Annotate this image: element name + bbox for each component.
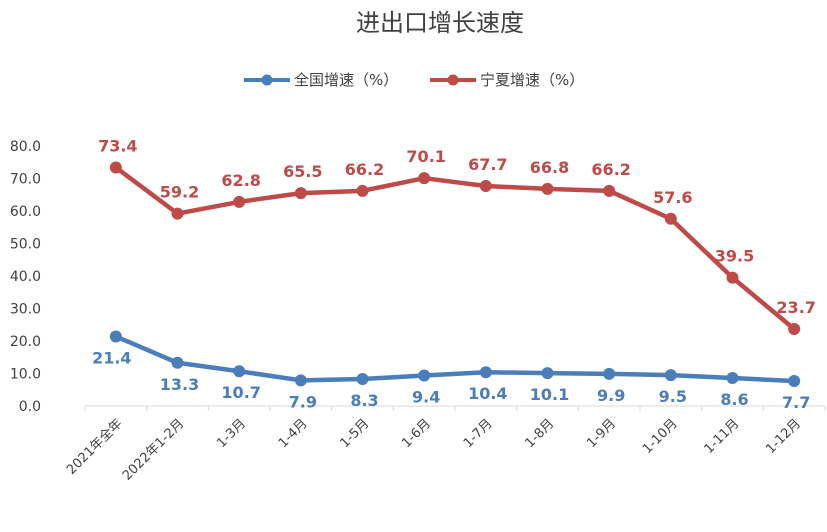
data-point [171,356,184,369]
series-layer [109,161,801,387]
data-label: 65.5 [283,162,322,181]
data-point [356,373,369,386]
y-tick-label: 80.0 [10,139,41,155]
data-point [109,161,122,174]
chart-title: 进出口增长速度 [356,9,524,37]
data-point [603,184,616,197]
data-label: 21.4 [92,348,131,367]
data-label: 10.1 [530,385,569,404]
x-tick-label: 1-9月 [584,416,619,451]
x-tick-label: 1-3月 [214,416,249,451]
data-labels-layer: 21.4 13.3 10.7 7.9 8.3 9.4 10.4 10.1 9.9 9.5 8.6 7.… [92,136,816,412]
data-label: 7.9 [289,392,317,411]
y-tick-label: 0.0 [19,399,41,415]
y-tick-label: 40.0 [10,269,41,285]
data-point [233,195,246,208]
x-tick-label: 1-6月 [399,416,434,451]
data-point [109,330,122,343]
data-point [541,182,554,195]
data-point [603,367,616,380]
y-tick-label: 50.0 [10,237,41,253]
x-tick-label: 2021年全年 [63,416,125,478]
data-label: 9.9 [597,386,625,405]
series-line-1 [113,165,797,332]
data-label: 66.2 [591,160,630,179]
x-tick-label: 1-5月 [338,416,373,451]
data-label: 8.3 [350,391,378,410]
legend-item-ningxia: 宁夏增速（%） [430,71,584,89]
data-label: 62.8 [221,171,260,190]
data-point [788,374,801,387]
data-label: 23.7 [776,298,815,317]
x-tick-label: 1-10月 [640,416,681,457]
data-point [726,271,739,284]
legend-label-national: 全国增速（%） [294,71,398,89]
data-label: 10.7 [221,383,260,402]
data-label: 70.1 [406,147,445,166]
data-label: 66.8 [530,158,569,177]
data-label: 67.7 [468,155,507,174]
series-line-0 [113,334,797,384]
data-label: 73.4 [98,136,137,155]
x-tick-label: 2022年1-2月 [120,416,187,483]
data-label: 7.7 [782,393,810,412]
y-tick-label: 60.0 [10,204,41,220]
data-point [726,372,739,385]
data-point [356,184,369,197]
data-label: 39.5 [715,247,754,266]
data-label: 8.6 [720,390,748,409]
y-tick-label: 10.0 [10,367,41,383]
data-label: 9.5 [659,387,687,406]
legend: 全国增速（%） 宁夏增速（%） [244,71,584,89]
legend-item-national: 全国增速（%） [244,71,398,89]
x-tick-label: 1-12月 [763,416,804,457]
data-point [788,322,801,335]
data-point [664,369,677,382]
data-point [294,374,307,387]
data-point [418,369,431,382]
y-tick-label: 30.0 [10,302,41,318]
y-tick-label: 20.0 [10,334,41,350]
data-point [541,367,554,380]
data-point [171,207,184,220]
legend-marker-ningxia [447,74,459,86]
data-label: 66.2 [345,160,384,179]
y-tick-label: 70.0 [10,172,41,188]
legend-label-ningxia: 宁夏增速（%） [480,71,584,89]
legend-marker-national [261,74,273,86]
data-label: 13.3 [160,375,199,394]
data-point [479,366,492,379]
x-tick-label: 1-8月 [523,416,558,451]
data-label: 10.4 [468,384,507,403]
data-point [233,365,246,378]
x-tick-label: 1-4月 [276,416,311,451]
y-axis: 0.0 10.0 20.0 30.0 40.0 50.0 60.0 70.0 80.0 [10,139,41,415]
x-tick-label: 1-7月 [461,416,496,451]
data-point [664,212,677,225]
data-point [418,172,431,185]
data-label: 59.2 [160,183,199,202]
data-label: 9.4 [412,387,440,406]
data-point [294,187,307,200]
data-point [479,179,492,192]
x-tick-label: 1-11月 [702,416,743,457]
data-label: 57.6 [653,188,692,207]
